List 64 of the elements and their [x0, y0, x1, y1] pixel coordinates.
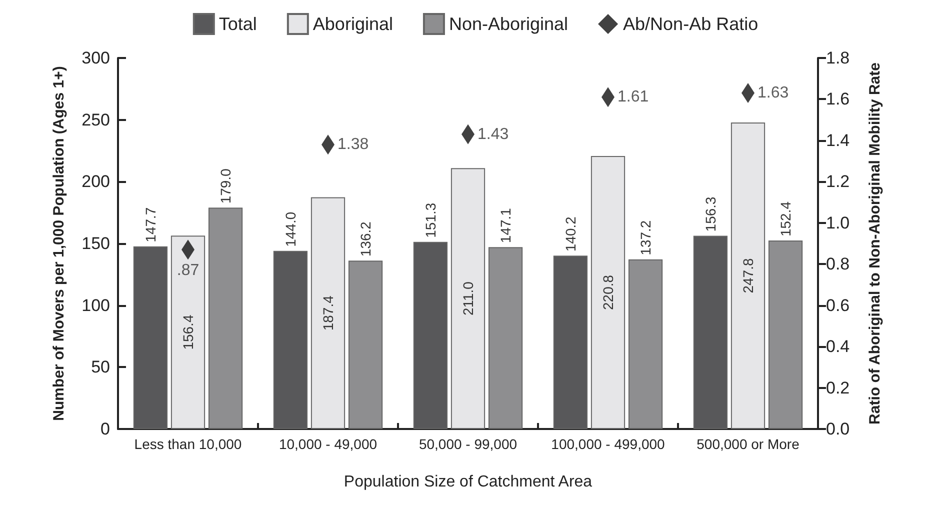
data-label: 156.3: [702, 196, 718, 232]
data-label: .87: [176, 262, 200, 280]
y2-tick-label: 1.4: [826, 130, 850, 150]
legend-label: Total: [218, 14, 257, 34]
bar: [273, 250, 308, 429]
y-tick-label: 50: [91, 358, 110, 377]
bar: [450, 168, 486, 429]
bar: [590, 156, 626, 429]
y-tick-label: 200: [82, 172, 110, 192]
bar: [208, 208, 243, 429]
data-label: 147.7: [142, 207, 158, 242]
data-label: 152.4: [778, 201, 794, 237]
bar: [553, 256, 588, 429]
y2-tick-label: 0.0: [826, 420, 850, 438]
legend-label: Non-Aboriginal: [448, 14, 568, 34]
data-label: 156.4: [180, 314, 196, 350]
bar: [768, 240, 803, 429]
data-label: 140.2: [562, 216, 578, 252]
y-tick-label: 300: [82, 48, 110, 68]
data-label: 247.8: [740, 258, 756, 294]
data-label: 147.1: [498, 208, 514, 244]
x-tick-label: 50,000 - 99,000: [418, 436, 518, 452]
x-tick-label: Less than 10,000: [134, 436, 242, 452]
y-tick-label: 250: [82, 110, 110, 130]
data-label: 1.61: [618, 88, 649, 106]
bar: [170, 236, 206, 429]
bar: [488, 247, 523, 429]
data-label: 151.3: [422, 202, 438, 238]
bar: [348, 260, 383, 429]
y2-tick-label: 1.8: [826, 48, 850, 68]
bar: [693, 236, 728, 429]
legend-label: Ab/Non-Ab Ratio: [623, 14, 758, 34]
y2-tick-label: 0.6: [826, 296, 850, 315]
x-tick-label: 10,000 - 49,000: [278, 436, 378, 452]
bar: [310, 197, 346, 429]
y-tick-label: 0: [100, 420, 110, 438]
data-label: 1.43: [478, 126, 509, 143]
y-tick-label: 150: [82, 234, 110, 253]
y-axis-title: Number of Movers per 1,000 Population (Ages 1+): [50, 66, 68, 421]
data-label: 137.2: [638, 220, 654, 256]
bar: [133, 246, 168, 429]
y2-tick-label: 0.4: [826, 337, 850, 356]
data-label: 187.4: [320, 295, 336, 331]
data-label: 179.0: [218, 168, 234, 204]
data-label: 220.8: [600, 274, 616, 310]
bar: [413, 242, 448, 429]
y-tick-label: 100: [82, 296, 110, 315]
data-label: 1.38: [338, 136, 369, 154]
x-tick-label: 100,000 - 499,000: [551, 436, 666, 452]
y2-tick-label: 1.0: [826, 213, 850, 232]
x-tick-label: 500,000 or More: [696, 436, 800, 452]
data-label: 136.2: [358, 221, 374, 257]
y2-axis-title: Ratio of Aboriginal to Non-Aboriginal Mobility Rate: [866, 62, 884, 424]
bar: [730, 122, 766, 429]
y2-tick-label: 0.2: [826, 378, 850, 398]
x-axis-title: Population Size of Catchment Area: [344, 474, 592, 490]
legend-label: Aboriginal: [312, 14, 393, 34]
bar: [628, 259, 663, 429]
data-label: 1.63: [758, 84, 789, 102]
data-label: 211.0: [460, 281, 476, 316]
y2-tick-label: 0.8: [826, 254, 850, 274]
y2-tick-label: 1.6: [826, 90, 850, 109]
data-label: 144.0: [282, 212, 298, 247]
y2-tick-label: 1.2: [826, 172, 850, 192]
